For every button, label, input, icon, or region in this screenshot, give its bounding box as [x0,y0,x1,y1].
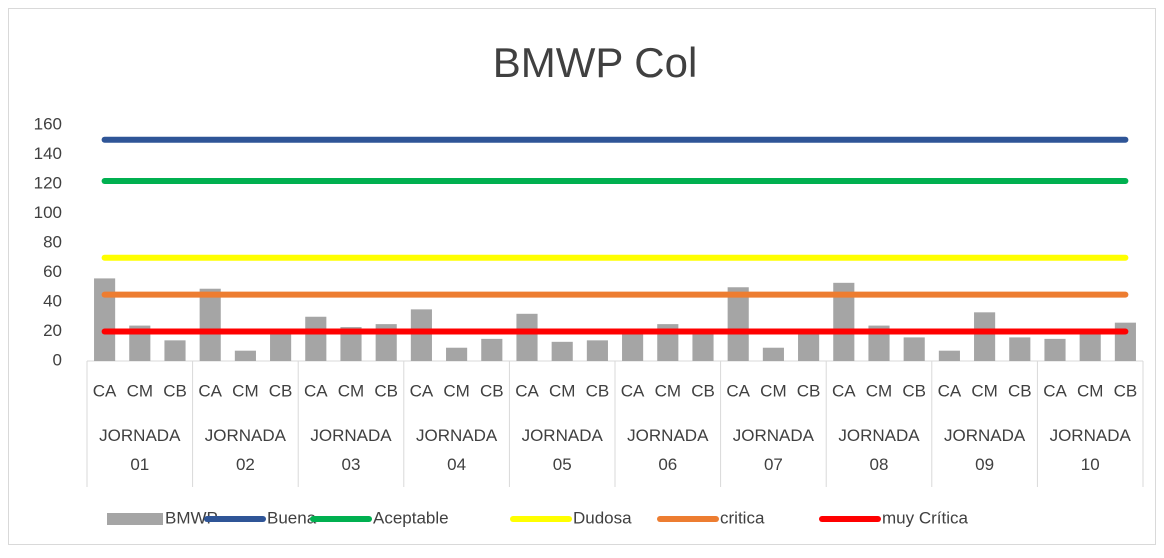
group-label: JORNADA 06 [627,426,709,474]
x-tick-label: CA [198,381,222,400]
group-label: JORNADA 03 [310,426,392,474]
bar [1009,337,1031,361]
y-tick-label: 40 [43,291,62,310]
bar [446,347,468,361]
chart-border [8,8,1156,545]
bar [692,334,714,361]
bar [727,287,749,361]
group-label: JORNADA 01 [99,426,181,474]
bar [1114,322,1136,361]
bar [270,334,292,361]
bar [1079,334,1101,361]
chart-title: BMWP Col [493,39,698,86]
y-tick-label: 100 [34,203,62,222]
x-tick-label: CM [866,381,892,400]
x-tick-label: CA [726,381,750,400]
y-tick-label: 140 [34,144,62,163]
bar [762,347,784,361]
y-tick-label: 0 [53,350,62,369]
x-tick-label: CM [760,381,786,400]
bar [622,334,644,361]
bar [833,282,855,361]
x-tick-label: CA [410,381,434,400]
x-tick-label: CB [691,381,715,400]
legend-swatch [107,513,163,525]
group-label: JORNADA 09 [944,426,1026,474]
x-tick-label: CM [443,381,469,400]
bar [551,341,573,361]
legend-label: Aceptable [373,508,449,527]
bar [410,309,432,361]
group-label: JORNADA 05 [522,426,604,474]
legend-label: Dudosa [573,508,632,527]
x-tick-label: CM [971,381,997,400]
y-tick-label: 160 [34,114,62,133]
legend-label: critica [720,508,765,527]
x-tick-label: CA [304,381,328,400]
bar [516,313,538,361]
x-tick-label: CM [127,381,153,400]
group-label: JORNADA 10 [1050,426,1132,474]
legend-label: Buena [267,508,317,527]
x-tick-label: CB [374,381,398,400]
bar [199,288,221,361]
y-tick-label: 80 [43,232,62,251]
x-tick-label: CM [338,381,364,400]
group-label: JORNADA 04 [416,426,498,474]
legend-label: BMWP [165,508,218,527]
x-tick-label: CB [1008,381,1032,400]
bar [234,350,256,361]
bar [903,337,925,361]
bar [1044,338,1066,361]
group-label: JORNADA 07 [733,426,815,474]
bar [164,340,186,361]
legend-label: muy Crítica [882,508,969,527]
x-tick-label: CB [1114,381,1138,400]
bar [586,340,608,361]
x-tick-label: CA [621,381,645,400]
group-label: JORNADA 02 [205,426,287,474]
x-tick-label: CB [902,381,926,400]
bar [340,327,362,361]
x-tick-label: CB [163,381,187,400]
x-tick-label: CB [586,381,610,400]
bar [94,278,116,361]
bar [974,312,996,361]
bar [938,350,960,361]
group-label: JORNADA 08 [838,426,920,474]
x-tick-label: CA [93,381,117,400]
x-tick-label: CB [797,381,821,400]
bar [798,334,820,361]
y-tick-label: 120 [34,173,62,192]
x-tick-label: CB [269,381,293,400]
x-tick-label: CM [232,381,258,400]
bar [481,338,503,361]
x-tick-label: CA [515,381,539,400]
x-tick-label: CM [1077,381,1103,400]
x-tick-label: CM [549,381,575,400]
x-tick-label: CM [655,381,681,400]
x-tick-label: CB [480,381,504,400]
y-tick-label: 60 [43,262,62,281]
x-tick-label: CA [832,381,856,400]
x-tick-label: CA [938,381,962,400]
bar [305,316,327,361]
x-tick-label: CA [1043,381,1067,400]
y-tick-label: 20 [43,321,62,340]
